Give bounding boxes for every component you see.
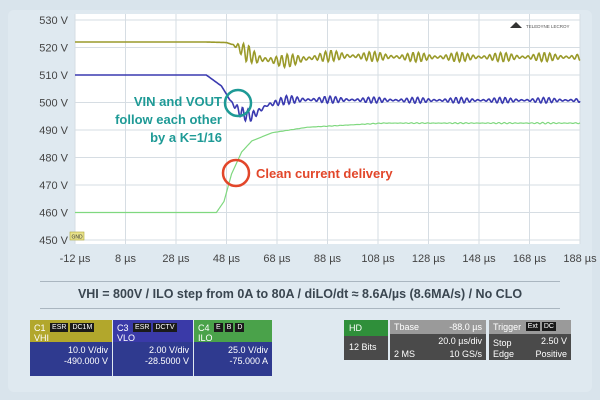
trigger-edge: Edge [493,349,515,359]
channel-c3-body: 2.00 V/div -28.5000 V [113,342,193,376]
channel-c3-header: C3 ESR DCTV VLO [113,320,193,343]
channel-c3-id: C3 [117,323,129,333]
series-line [75,41,581,70]
x-tick-label: 148 µs [462,253,496,265]
channel-c3-badge-2: DCTV [153,323,177,332]
annotation-vin-vout: VIN and VOUT follow each other by a K=1/… [115,88,253,145]
traces [75,41,581,214]
x-tick-label: 8 µs [115,253,137,265]
channel-c3-offset: -28.5000 V [144,356,189,366]
timebase-box[interactable]: Tbase -88.0 µs 20.0 µs/div 2 MS 10 GS/s [390,320,486,360]
channel-c1-header: C1 ESR DC1M VHI [30,320,112,343]
trigger-label: Trigger [493,322,522,332]
timebase-div: 20.0 µs/div [438,336,482,346]
hd-label: HD [344,320,388,336]
channel-c1-id: C1 [34,323,46,333]
channel-c4-name: ILO [198,333,213,343]
hd-bits: 12 Bits [344,336,388,360]
x-tick-label: -12 µs [60,253,91,265]
trigger-badge-1: Ext [525,322,540,331]
x-tick-label: 108 µs [361,253,395,265]
channel-c1-vdiv: 10.0 V/div [67,345,108,355]
timebase-ms: 2 MS [394,349,416,359]
annotation-clean-current: Clean current delivery [221,158,393,188]
y-tick-label: 470 V [39,180,68,192]
logo: TELEDYNE LECROY [510,22,570,29]
channel-c3-name: VLO [117,333,136,343]
trigger-header: Trigger Ext DC [489,320,571,334]
trigger-mode: Stop [493,338,512,348]
logo-icon [510,22,522,28]
channel-c4-badge-2: B [224,323,234,332]
y-tick-label: 480 V [39,153,68,165]
x-tick-label: 28 µs [162,253,190,265]
y-tick-label: 500 V [39,98,68,110]
channel-c3-vdiv: 2.00 V/div [148,345,189,355]
y-tick-label: 490 V [39,125,68,137]
channel-c1-badge-1: ESR [50,323,69,332]
annotation-line-1: VIN and VOUT [134,94,222,109]
ground-marker-label: GND [71,235,83,241]
trigger-mode-rows: Stop Edge Positive [489,338,571,369]
timebase-rate: 10 GS/s [449,349,482,359]
channel-c1-body: 10.0 V/div -490.000 V [30,342,112,376]
channel-c3[interactable]: C3 ESR DCTV VLO 2.00 V/div -28.5000 V [113,320,193,376]
grid [74,14,581,244]
scope-plot: 530 V 520 V 510 V 500 V 490 V 480 V 470 V 460 V… [39,14,598,265]
channel-c1-offset: -490.000 V [63,356,108,366]
channel-c4-badge-3: D [235,323,245,332]
trigger-slope: Positive [535,349,567,359]
channel-c3-badge-1: ESR [133,323,152,332]
x-tick-label: 48 µs [213,253,241,265]
timebase-header: Tbase -88.0 µs [390,320,486,334]
y-tick-label: 520 V [39,43,68,55]
ground-marker: GND [69,231,85,241]
annotation-circle-teal [223,88,253,118]
y-tick-label: 450 V [39,235,68,247]
channel-c4-vdiv: 25.0 V/div [227,345,268,355]
channel-c1-name: VHI [34,333,50,343]
series-line [75,121,581,214]
y-tick-labels: 530 V 520 V 510 V 500 V 490 V 480 V 470 V 460 V… [39,15,68,247]
hd-box[interactable]: HD 12 Bits [344,320,388,360]
trigger-value: 2.50 V [540,336,567,346]
x-tick-labels: -12 µs 8 µs 28 µs 48 µs 68 µs 88 µs 108 µs 128 … [60,253,598,265]
x-tick-label: 128 µs [412,253,446,265]
trigger-box[interactable]: Trigger Ext DC 2.50 V Stop Edge Positive [489,320,571,360]
annotation-line-2: follow each other [115,112,222,127]
x-tick-label: 88 µs [314,253,342,265]
y-tick-label: 530 V [39,15,68,27]
y-tick-label: 460 V [39,208,68,220]
annotation-line-3: by a K=1/16 [150,130,222,145]
channel-c1-badge-2: DC1M [70,323,95,332]
series-line [75,74,581,123]
logo-text: TELEDYNE LECROY [526,24,570,29]
channel-c4-body: 25.0 V/div -75.000 A [194,342,272,376]
channel-c1[interactable]: C1 ESR DC1M VHI 10.0 V/div -490.000 V [30,320,112,376]
channel-c4-offset: -75.000 A [229,356,268,366]
timebase-label: Tbase [394,322,420,332]
channel-c4-id: C4 [198,323,210,333]
timebase-value: -88.0 µs [449,322,482,332]
y-tick-label: 510 V [39,70,68,82]
x-tick-label: 168 µs [513,253,547,265]
annotation-circle-red [221,158,251,188]
caption: VHI = 800V / ILO step from 0A to 80A / d… [77,287,523,301]
channel-c4-badge-1: E [214,323,223,332]
x-tick-label: 188 µs [563,253,597,265]
annotation-clean-text: Clean current delivery [256,166,393,181]
trigger-badge-2: DC [541,322,556,331]
timebase-rate-row: 2 MS 10 GS/s [390,349,486,361]
caption-top-rule [40,281,560,282]
x-tick-label: 68 µs [263,253,291,265]
caption-bottom-rule [40,308,560,309]
